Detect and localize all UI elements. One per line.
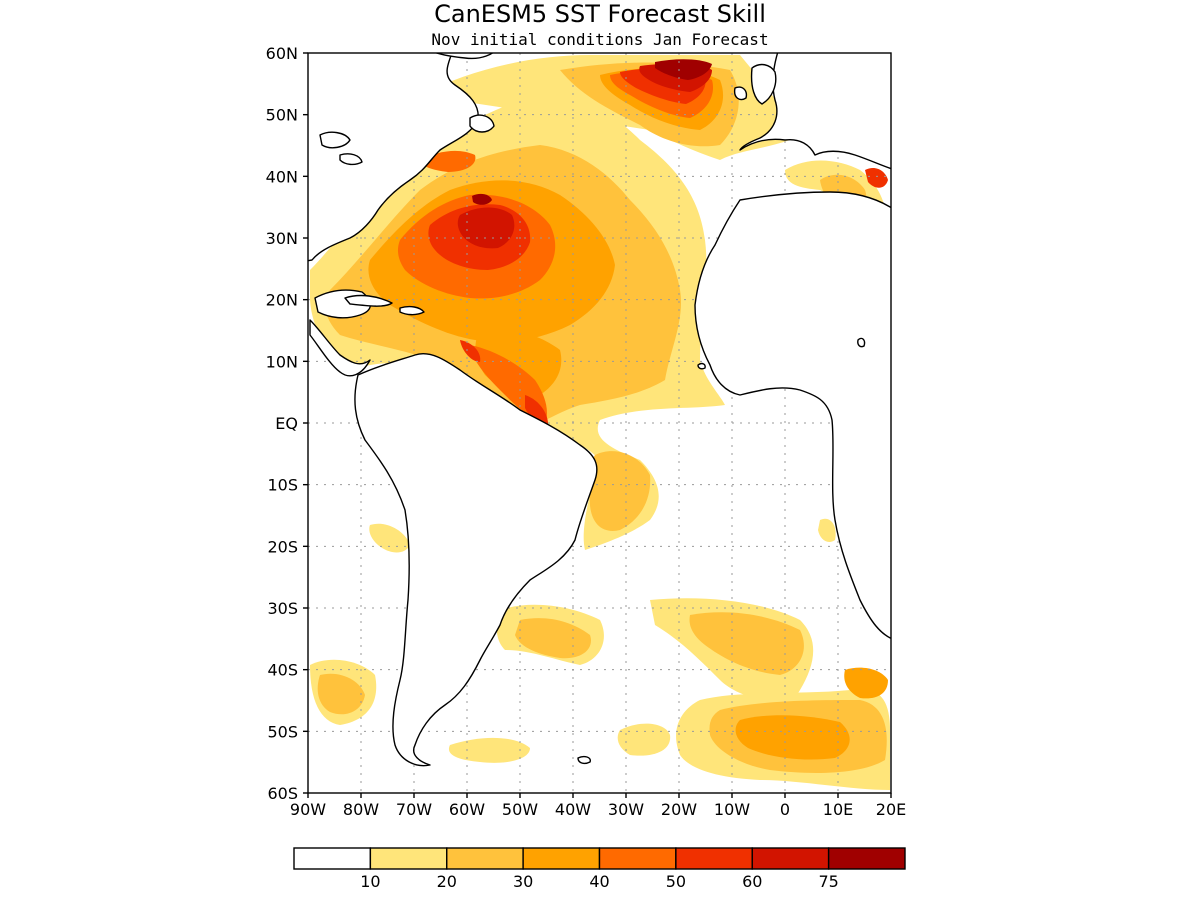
lon-tick-label: 20E <box>876 800 906 819</box>
lat-tick-label: 50S <box>267 722 298 741</box>
south-america-land <box>354 353 598 767</box>
lon-tick-label: 80W <box>343 800 379 819</box>
map-area <box>308 53 891 793</box>
greenland-land <box>434 53 494 60</box>
lon-tick-label: 0 <box>780 800 790 819</box>
lon-tick-label: 70W <box>396 800 432 819</box>
lon-tick-label: 20W <box>661 800 697 819</box>
colorbar-swatch <box>598 847 677 870</box>
lon-tick-label: 50W <box>502 800 538 819</box>
lat-tick-label: 40N <box>266 167 298 186</box>
skill-level-above-75 <box>472 59 712 205</box>
africa-land <box>694 191 891 640</box>
lat-tick-label: 10S <box>267 476 298 495</box>
lat-tick-label: 20S <box>267 537 298 556</box>
lat-tick-label: 50N <box>266 106 298 125</box>
newfoundland-land <box>469 114 495 133</box>
great-lakes <box>319 131 363 166</box>
north-america-land <box>308 53 479 377</box>
colorbar-swatch <box>293 847 372 870</box>
colorbar-level-label: 10 <box>360 872 380 891</box>
colorbar-swatch <box>369 847 448 870</box>
madagascar-edge <box>857 337 866 348</box>
colorbar-swatch <box>675 847 753 870</box>
lat-tick-label: EQ <box>275 414 298 433</box>
lon-tick-label: 90W <box>290 800 326 819</box>
colorbar-swatch <box>751 847 830 870</box>
lon-tick-label: 10W <box>714 800 750 819</box>
longitude-labels: 90W 80W 70W 60W 50W 40W 30W 20W 10W 0 10E 20E <box>290 800 906 819</box>
latitude-labels: 60N 50N 40N 30N 20N 10N EQ 10S 20S 30S 40S 50S 60S <box>266 44 298 803</box>
colorbar-level-label: 60 <box>742 872 762 891</box>
hispaniola-land <box>399 305 425 316</box>
figure-subtitle: Nov initial conditions Jan Forecast <box>431 30 768 49</box>
lon-tick-label: 40W <box>555 800 591 819</box>
lat-tick-label: 10N <box>266 352 298 371</box>
lat-tick-label: 30S <box>267 599 298 618</box>
colorbar-level-label: 50 <box>666 872 686 891</box>
figure-title: CanESM5 SST Forecast Skill <box>434 0 766 28</box>
colorbar-level-label: 40 <box>589 872 609 891</box>
lat-tick-label: 60N <box>266 44 298 63</box>
lat-tick-label: 30N <box>266 229 298 248</box>
europe-land <box>739 53 891 170</box>
lat-tick-label: 60S <box>267 784 298 803</box>
land-masses <box>308 53 891 767</box>
lon-tick-label: 10E <box>823 800 853 819</box>
colorbar-level-label: 20 <box>437 872 457 891</box>
lon-tick-label: 30W <box>608 800 644 819</box>
colorbar-level-label: 75 <box>818 872 838 891</box>
lon-tick-label: 60W <box>449 800 485 819</box>
colorbar-swatch <box>522 847 601 870</box>
cuba-land <box>344 294 393 307</box>
lat-tick-label: 20N <box>266 291 298 310</box>
cape-verde-islands <box>697 362 706 370</box>
axis-ticks <box>303 52 892 798</box>
colorbar: 10 20 30 40 50 60 75 <box>293 847 906 891</box>
falkland-islands <box>577 755 591 765</box>
lat-tick-label: 40S <box>267 661 298 680</box>
british-isles-land <box>733 63 777 105</box>
colorbar-swatch <box>446 847 524 870</box>
colorbar-level-label: 30 <box>513 872 533 891</box>
skill-shading <box>310 55 890 790</box>
colorbar-swatch <box>827 847 906 870</box>
